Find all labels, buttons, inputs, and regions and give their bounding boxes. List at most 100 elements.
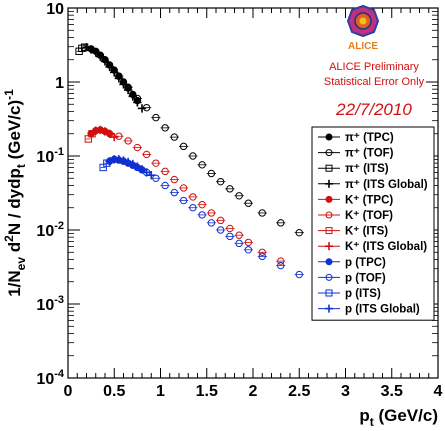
data-point xyxy=(119,156,128,165)
data-point xyxy=(226,185,234,193)
data-point xyxy=(207,219,216,227)
data-point xyxy=(207,209,216,217)
y-tick-label: 10-2 xyxy=(36,220,64,240)
legend-marker xyxy=(325,227,333,235)
y-tick-label: 10-1 xyxy=(36,146,64,166)
data-point xyxy=(137,104,147,113)
y-tick-label: 10 xyxy=(46,1,64,18)
date-label: 22/7/2010 xyxy=(335,100,412,119)
data-point xyxy=(137,165,147,174)
data-point xyxy=(100,127,110,136)
data-point xyxy=(244,246,253,254)
legend-label: π⁺ (ITS Global) xyxy=(345,179,428,191)
preliminary-label: ALICE Preliminary xyxy=(329,61,419,73)
x-tick-label: 0.5 xyxy=(103,383,125,400)
data-point xyxy=(105,157,114,166)
data-point xyxy=(189,204,197,212)
legend: π⁺ (TPC) π⁺ (TOF) π⁺ (ITS) π⁺ (ITS Global) K… xyxy=(311,126,435,321)
legend-label: π⁺ (ITS) xyxy=(345,163,389,175)
data-points xyxy=(75,43,304,279)
data-point xyxy=(216,177,225,186)
legend-label: K⁺ (TOF) xyxy=(345,210,393,222)
data-point xyxy=(295,270,303,279)
data-point xyxy=(179,142,188,151)
data-point xyxy=(170,188,179,197)
y-axis-title: 1/Nev d2N / dydpt (GeV/c)-1 xyxy=(2,89,28,297)
legend-label: p (ITS) xyxy=(345,288,381,300)
data-point xyxy=(235,231,243,239)
data-point xyxy=(110,132,119,142)
legend-label: p (ITS Global) xyxy=(345,304,420,316)
x-tick-label: 1 xyxy=(156,383,165,400)
x-tick-label: 4 xyxy=(434,383,443,400)
data-point xyxy=(216,216,225,225)
data-point xyxy=(216,226,225,234)
y-tick-label: 10-3 xyxy=(36,294,64,314)
legend-entry: π⁺ (ITS) xyxy=(318,163,389,175)
data-point xyxy=(96,52,105,61)
data-point xyxy=(152,159,160,167)
data-point xyxy=(161,181,169,190)
legend-label: K⁺ (TPC) xyxy=(345,194,393,206)
legend-marker xyxy=(325,304,333,313)
y-tick-label: 10-4 xyxy=(36,368,64,388)
legend-label: π⁺ (TOF) xyxy=(345,148,394,160)
legend-label: p (TOF) xyxy=(345,272,386,284)
legend-marker xyxy=(325,211,333,219)
legend-marker xyxy=(325,133,333,141)
data-point xyxy=(124,137,132,145)
data-point xyxy=(179,184,188,192)
series-5 xyxy=(114,132,286,265)
legend-entry: p (ITS Global) xyxy=(318,304,420,316)
series-9 xyxy=(142,168,304,279)
data-point xyxy=(170,175,179,184)
series-7 xyxy=(91,125,119,142)
x-tick-label: 2.5 xyxy=(288,383,310,400)
data-point xyxy=(142,150,151,159)
data-point xyxy=(198,211,206,219)
legend-entry: K⁺ (TOF) xyxy=(318,210,393,222)
data-point xyxy=(114,155,124,164)
data-point xyxy=(152,174,160,182)
data-point xyxy=(147,171,156,180)
data-point xyxy=(226,224,234,233)
x-tick-label: 2 xyxy=(249,383,258,400)
data-point xyxy=(198,200,206,209)
x-tick-label: 0 xyxy=(64,383,73,400)
data-point xyxy=(115,132,123,140)
data-point xyxy=(258,252,266,261)
legend-marker xyxy=(325,164,333,172)
data-point xyxy=(244,199,253,207)
data-point xyxy=(133,98,142,107)
data-point xyxy=(142,168,151,177)
legend-box xyxy=(311,126,435,321)
data-point xyxy=(119,80,128,89)
data-point xyxy=(133,143,142,152)
legend-label: p (TPC) xyxy=(345,257,386,269)
legend-marker xyxy=(325,179,333,188)
legend-marker xyxy=(325,273,333,281)
legend-marker xyxy=(325,242,333,251)
data-point xyxy=(277,219,285,227)
legend-entry: p (TOF) xyxy=(318,272,386,284)
data-point xyxy=(226,232,234,241)
legend-label: K⁺ (ITS Global) xyxy=(345,241,427,253)
data-point xyxy=(105,129,114,138)
data-point xyxy=(258,248,266,256)
series-11 xyxy=(105,155,156,180)
alice-logo: ALICE xyxy=(346,4,380,52)
data-point xyxy=(170,133,179,141)
data-point xyxy=(110,68,119,77)
legend-marker xyxy=(325,149,333,157)
data-point xyxy=(82,43,91,52)
stat-error-label: Statistical Error Only xyxy=(324,76,425,88)
data-point xyxy=(235,239,243,248)
data-point xyxy=(100,57,110,66)
data-point xyxy=(207,169,216,178)
x-tick-label: 3 xyxy=(341,383,350,400)
legend-marker xyxy=(325,258,333,266)
legend-entry: p (ITS) xyxy=(318,288,381,300)
data-point xyxy=(277,261,285,270)
data-point xyxy=(161,124,169,132)
